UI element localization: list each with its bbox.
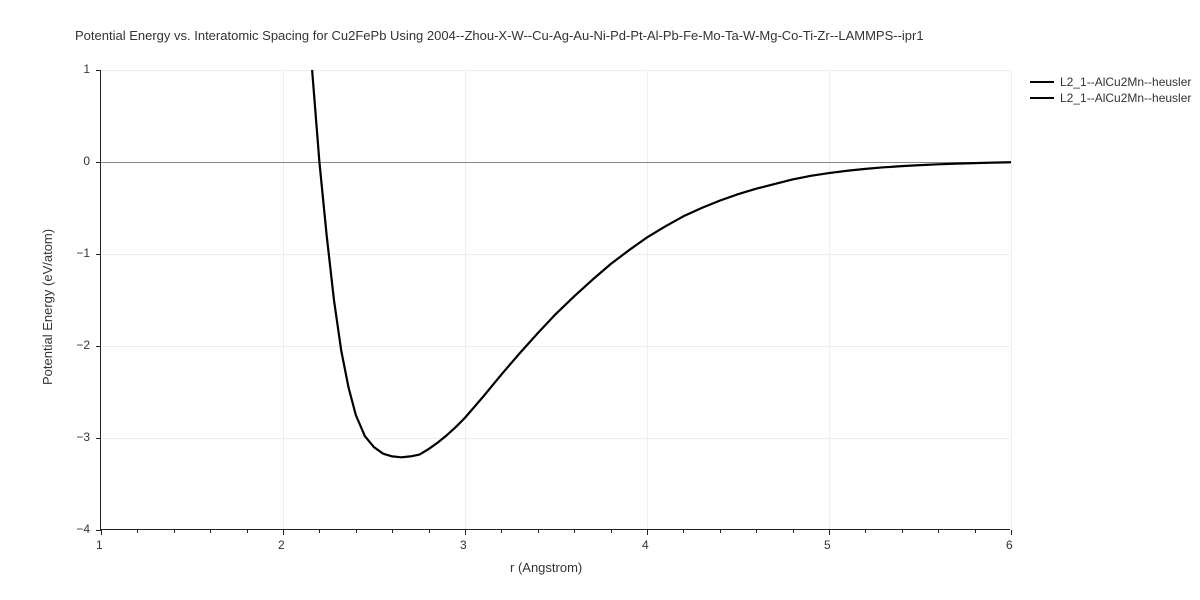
tick-x-minor [392, 530, 393, 533]
tick-x [283, 530, 284, 535]
tick-x-minor [902, 530, 903, 533]
legend-label: L2_1--AlCu2Mn--heusler [1060, 75, 1191, 89]
tick-x-minor [975, 530, 976, 533]
tick-x [1011, 530, 1012, 535]
x-tick-label: 2 [278, 538, 285, 552]
plot-area [100, 70, 1010, 530]
y-tick-label: −4 [76, 522, 90, 536]
legend: L2_1--AlCu2Mn--heusler L2_1--AlCu2Mn--heu… [1030, 75, 1191, 107]
tick-x-minor [938, 530, 939, 533]
y-tick-label: −3 [76, 430, 90, 444]
gridline-v [1011, 70, 1012, 529]
tick-x-minor [356, 530, 357, 533]
tick-x-minor [319, 530, 320, 533]
legend-item: L2_1--AlCu2Mn--heusler [1030, 91, 1191, 105]
tick-x-minor [501, 530, 502, 533]
legend-item: L2_1--AlCu2Mn--heusler [1030, 75, 1191, 89]
y-tick-label: 0 [83, 154, 90, 168]
chart-title: Potential Energy vs. Interatomic Spacing… [75, 28, 924, 43]
y-tick-label: −2 [76, 338, 90, 352]
tick-x-minor [574, 530, 575, 533]
tick-x-minor [793, 530, 794, 533]
tick-x-minor [611, 530, 612, 533]
tick-y [96, 530, 101, 531]
y-axis-label: Potential Energy (eV/atom) [40, 229, 55, 385]
tick-x [829, 530, 830, 535]
tick-x-minor [137, 530, 138, 533]
tick-x-minor [210, 530, 211, 533]
y-tick-label: 1 [83, 62, 90, 76]
tick-x-minor [538, 530, 539, 533]
x-tick-label: 1 [96, 538, 103, 552]
tick-x-minor [683, 530, 684, 533]
tick-x [465, 530, 466, 535]
tick-x-minor [174, 530, 175, 533]
legend-swatch [1030, 81, 1054, 83]
x-tick-label: 5 [824, 538, 831, 552]
x-axis-label: r (Angstrom) [510, 560, 582, 575]
tick-x-minor [429, 530, 430, 533]
y-tick-label: −1 [76, 246, 90, 260]
tick-x [101, 530, 102, 535]
tick-x [647, 530, 648, 535]
x-tick-label: 4 [642, 538, 649, 552]
tick-x-minor [247, 530, 248, 533]
tick-x-minor [865, 530, 866, 533]
x-tick-label: 3 [460, 538, 467, 552]
x-tick-label: 6 [1006, 538, 1013, 552]
legend-label: L2_1--AlCu2Mn--heusler [1060, 91, 1191, 105]
tick-x-minor [756, 530, 757, 533]
legend-swatch [1030, 97, 1054, 99]
tick-x-minor [720, 530, 721, 533]
series-line [312, 70, 1011, 457]
series-svg [101, 70, 1010, 529]
